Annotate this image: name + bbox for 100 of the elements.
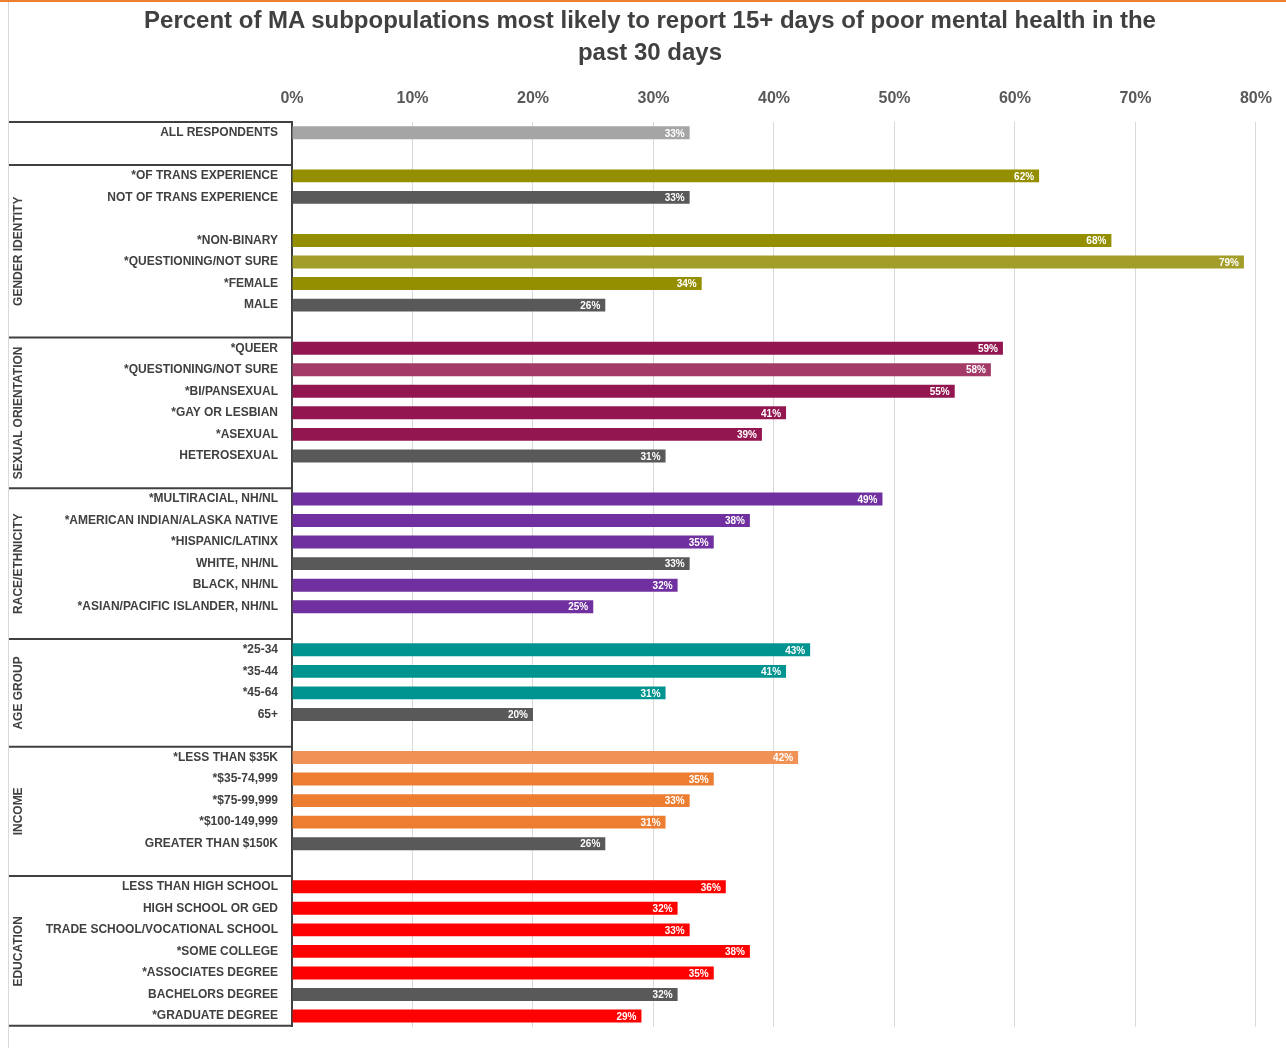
y-tick-label: *LESS THAN $35K [173, 749, 279, 764]
bar [292, 880, 726, 894]
bar [292, 406, 787, 420]
bar [292, 384, 955, 398]
x-tick-label: 10% [396, 88, 429, 106]
y-tick-label: *ASEXUAL [215, 426, 278, 441]
y-tick-label: *25-34 [242, 642, 279, 657]
y-tick-label: *FEMALE [224, 275, 278, 290]
data-label: 42% [773, 752, 794, 764]
data-label: 35% [688, 967, 709, 979]
data-label: 35% [688, 536, 709, 548]
y-tick-label: *$75-99,999 [212, 792, 279, 807]
data-label: 59% [977, 342, 999, 354]
y-tick-label: *SOME COLLEGE [176, 943, 278, 958]
y-tick-label: HETEROSEXUAL [179, 448, 278, 463]
bar [292, 234, 1112, 247]
data-label: 31% [640, 450, 661, 462]
bar [292, 923, 690, 937]
data-label: 26% [580, 838, 601, 850]
data-label: 31% [640, 687, 661, 699]
bar [292, 600, 594, 614]
data-label: 62% [1014, 170, 1035, 182]
data-label: 32% [652, 579, 673, 591]
y-tick-label: *OF TRANS EXPERIENCE [131, 168, 278, 183]
y-tick-label: *$35-74,999 [212, 771, 279, 786]
bar [292, 298, 606, 312]
bar [292, 707, 533, 721]
bar [292, 363, 991, 377]
y-tick-label: MALE [244, 297, 278, 312]
data-label: 33% [664, 127, 685, 139]
y-tick-label: *ASIAN/PACIFIC ISLANDER, NH/NL [77, 599, 278, 614]
bar [292, 449, 666, 463]
data-label: 49% [857, 493, 878, 505]
data-label: 29% [616, 1010, 637, 1022]
bar [292, 643, 811, 657]
data-label: 58% [965, 364, 986, 376]
data-label: 43% [785, 644, 806, 656]
x-tick-label: 0% [280, 88, 304, 106]
bar [292, 169, 1040, 183]
y-tick-label: *MULTIRACIAL, NH/NL [148, 491, 278, 506]
bar [292, 277, 702, 291]
bar [292, 427, 762, 441]
y-tick-label: BACHELORS DEGREE [147, 986, 278, 1001]
text: SEXUAL ORIENTATION [11, 346, 26, 480]
text: AGE GROUP [11, 656, 26, 730]
y-tick-label: *QUESTIONING/NOT SURE [123, 254, 278, 269]
bar [292, 255, 1244, 269]
data-label: 33% [664, 924, 685, 936]
bar [292, 686, 666, 700]
data-label: 33% [664, 795, 685, 807]
y-tick-label: *35-44 [242, 663, 279, 678]
y-tick-label: *AMERICAN INDIAN/ALASKA NATIVE [64, 512, 278, 527]
x-tick-label: 20% [516, 88, 550, 106]
y-tick-label: *NON-BINARY [197, 232, 278, 247]
y-tick-label: WHITE, NH/NL [196, 555, 278, 570]
bar [292, 815, 666, 829]
bar [292, 514, 750, 528]
y-tick-label: TRADE SCHOOL/VOCATIONAL SCHOOL [45, 922, 278, 937]
bar [292, 341, 1003, 355]
bar [292, 1009, 642, 1023]
data-label: 36% [700, 881, 721, 893]
y-tick-label: NOT OF TRANS EXPERIENCE [107, 189, 278, 204]
y-tick-label: *HISPANIC/LATINX [171, 534, 278, 549]
bar [292, 751, 799, 764]
bar [292, 837, 606, 851]
bar [292, 126, 690, 140]
y-tick-label: BLACK, NH/NL [192, 577, 278, 592]
x-tick-label: 80% [1239, 88, 1272, 106]
data-label: 38% [724, 515, 745, 527]
y-tick-label: *BI/PANSEXUAL [184, 383, 278, 398]
text: INCOME [11, 787, 26, 836]
x-tick-label: 70% [1119, 88, 1152, 106]
x-tick-label: 40% [757, 88, 791, 106]
y-tick-label: ALL RESPONDENTS [160, 125, 278, 140]
data-label: 68% [1086, 235, 1107, 247]
data-label: 26% [580, 299, 601, 311]
y-tick-label: *QUESTIONING/NOT SURE [123, 362, 278, 377]
data-label: 32% [652, 903, 673, 915]
bar [292, 988, 678, 1001]
bar [292, 944, 750, 958]
bar [292, 557, 690, 571]
data-label: 55% [929, 386, 950, 398]
data-label: 31% [640, 816, 661, 828]
bar [292, 794, 690, 808]
bar [292, 772, 714, 786]
data-label: 79% [1218, 256, 1240, 268]
y-tick-label: 65+ [257, 706, 278, 721]
data-label: 33% [664, 192, 685, 204]
data-label: 41% [761, 666, 782, 678]
y-tick-label: *GAY OR LESBIAN [171, 405, 278, 420]
data-label: 33% [664, 558, 685, 570]
bar [292, 664, 787, 678]
data-label: 25% [568, 601, 589, 613]
bar [292, 901, 678, 915]
data-label: 38% [724, 946, 745, 958]
text: GENDER IDENTITY [11, 196, 26, 306]
bar [292, 966, 714, 980]
x-tick-label: 50% [878, 88, 911, 106]
y-tick-label: *QUEER [230, 340, 279, 355]
data-label: 32% [652, 989, 673, 1001]
